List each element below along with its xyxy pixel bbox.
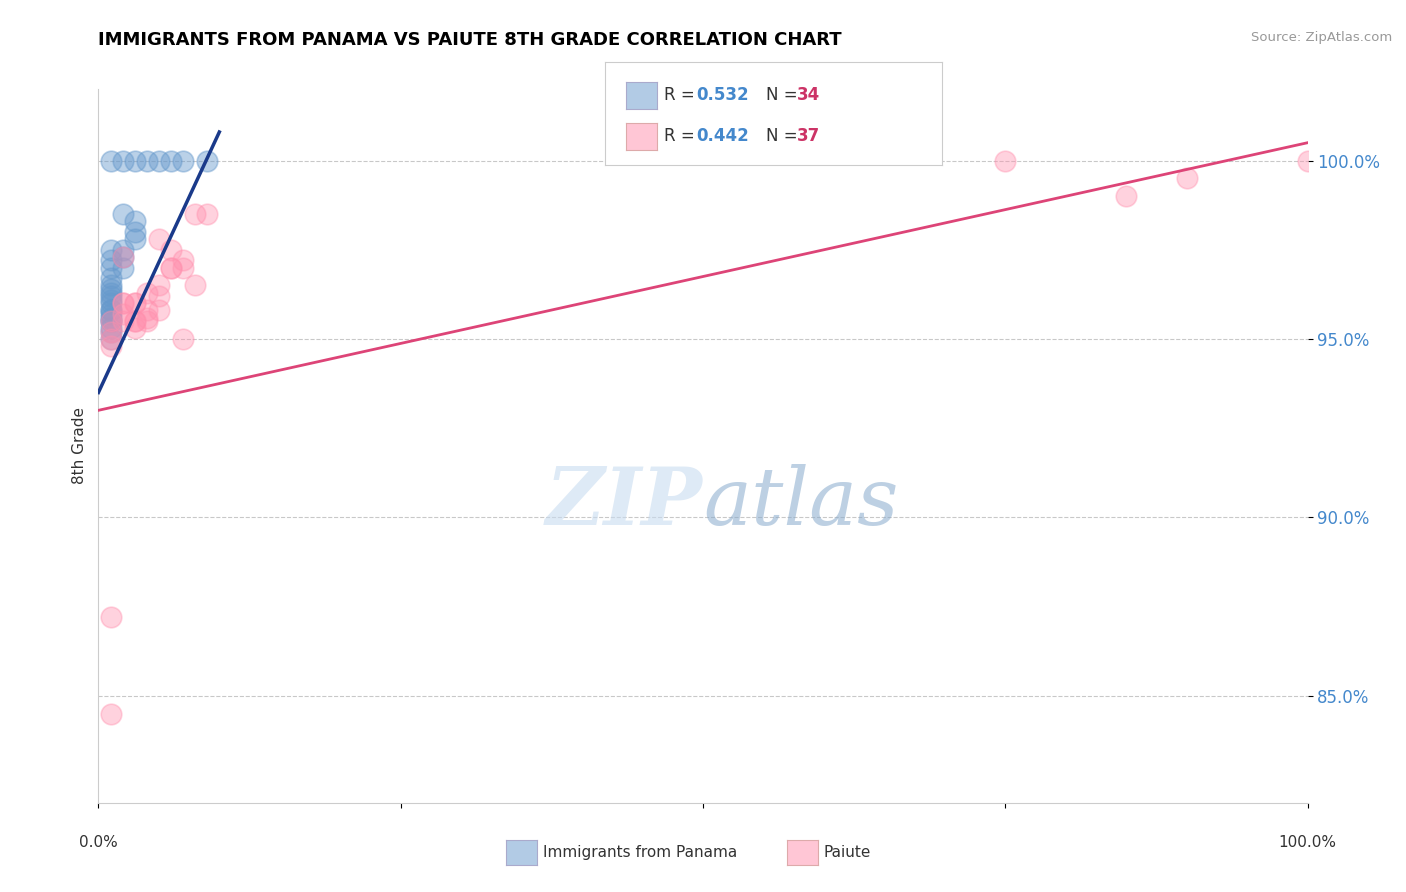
Text: IMMIGRANTS FROM PANAMA VS PAIUTE 8TH GRADE CORRELATION CHART: IMMIGRANTS FROM PANAMA VS PAIUTE 8TH GRA… <box>98 31 842 49</box>
Point <box>135 314 157 328</box>
Point <box>100 271 122 285</box>
Point <box>135 285 157 300</box>
Point <box>100 303 122 318</box>
Point <box>111 260 134 275</box>
Point <box>100 153 122 168</box>
Point <box>100 310 122 325</box>
Point <box>172 153 194 168</box>
Point <box>1115 189 1137 203</box>
Point <box>111 314 134 328</box>
Point <box>124 232 146 246</box>
Point <box>124 225 146 239</box>
Point <box>160 153 183 168</box>
Point <box>160 243 183 257</box>
Text: 0.442: 0.442 <box>696 128 749 145</box>
Point <box>135 153 157 168</box>
Text: 0.0%: 0.0% <box>79 836 118 850</box>
Point <box>100 339 122 353</box>
Point <box>100 296 122 310</box>
Point <box>100 321 122 335</box>
Point <box>148 303 170 318</box>
Text: atlas: atlas <box>703 465 898 541</box>
Point <box>100 303 122 318</box>
Text: R =: R = <box>664 87 700 104</box>
Point <box>100 282 122 296</box>
Y-axis label: 8th Grade: 8th Grade <box>72 408 87 484</box>
Text: Paiute: Paiute <box>824 846 872 860</box>
Point <box>184 278 207 293</box>
Text: N =: N = <box>766 128 803 145</box>
Point <box>100 243 122 257</box>
Point <box>100 307 122 321</box>
Point <box>160 260 183 275</box>
Point <box>100 285 122 300</box>
Point <box>100 332 122 346</box>
Point <box>172 332 194 346</box>
Text: 37: 37 <box>797 128 821 145</box>
Point <box>111 153 134 168</box>
Point <box>111 250 134 264</box>
Point <box>100 325 122 339</box>
Point <box>124 153 146 168</box>
Point <box>111 307 134 321</box>
Point <box>100 253 122 268</box>
Point <box>111 296 134 310</box>
Point <box>160 260 183 275</box>
Text: N =: N = <box>766 87 803 104</box>
Text: R =: R = <box>664 128 700 145</box>
Point <box>172 260 194 275</box>
Point <box>148 289 170 303</box>
Point <box>195 153 218 168</box>
Point <box>195 207 218 221</box>
Text: 0.532: 0.532 <box>696 87 748 104</box>
Point <box>124 296 146 310</box>
Point <box>124 321 146 335</box>
Point <box>135 303 157 318</box>
Point <box>148 278 170 293</box>
Point <box>172 253 194 268</box>
Text: Source: ZipAtlas.com: Source: ZipAtlas.com <box>1251 31 1392 45</box>
Text: ZIP: ZIP <box>546 465 703 541</box>
Point <box>100 314 122 328</box>
Text: 34: 34 <box>797 87 821 104</box>
Point <box>124 214 146 228</box>
Point <box>1296 153 1319 168</box>
Point <box>1175 171 1198 186</box>
Point <box>111 243 134 257</box>
Point <box>111 207 134 221</box>
Point <box>148 232 170 246</box>
Point <box>111 250 134 264</box>
Point <box>100 332 122 346</box>
Text: Immigrants from Panama: Immigrants from Panama <box>543 846 737 860</box>
Text: 100.0%: 100.0% <box>1278 836 1337 850</box>
Point <box>135 310 157 325</box>
Point <box>124 314 146 328</box>
Point <box>100 289 122 303</box>
Point <box>111 296 134 310</box>
Point <box>100 706 122 721</box>
Point <box>994 153 1017 168</box>
Point <box>124 314 146 328</box>
Point <box>100 293 122 307</box>
Point <box>100 325 122 339</box>
Point <box>100 260 122 275</box>
Point <box>100 278 122 293</box>
Point <box>124 296 146 310</box>
Point <box>184 207 207 221</box>
Point <box>100 314 122 328</box>
Point <box>100 314 122 328</box>
Point <box>148 153 170 168</box>
Point <box>100 610 122 624</box>
